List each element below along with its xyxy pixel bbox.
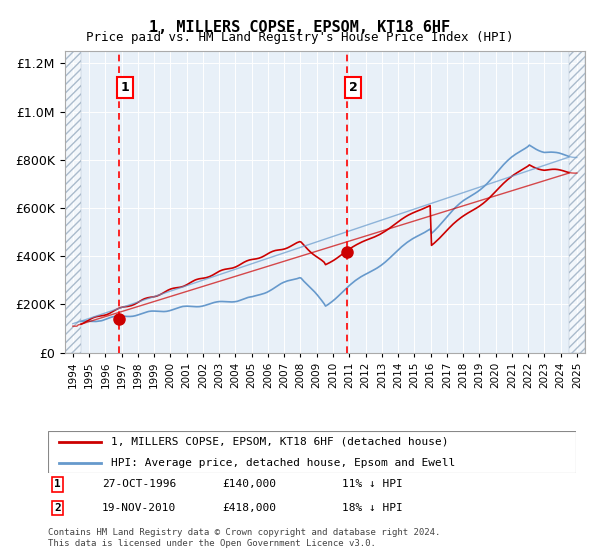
Text: £418,000: £418,000 [222, 503, 276, 513]
Text: Price paid vs. HM Land Registry's House Price Index (HPI): Price paid vs. HM Land Registry's House … [86, 31, 514, 44]
Text: 18% ↓ HPI: 18% ↓ HPI [342, 503, 403, 513]
Text: 11% ↓ HPI: 11% ↓ HPI [342, 479, 403, 489]
Text: 1, MILLERS COPSE, EPSOM, KT18 6HF: 1, MILLERS COPSE, EPSOM, KT18 6HF [149, 20, 451, 35]
Text: 2: 2 [349, 81, 358, 94]
Text: £140,000: £140,000 [222, 479, 276, 489]
Text: 1: 1 [121, 81, 129, 94]
Text: 19-NOV-2010: 19-NOV-2010 [102, 503, 176, 513]
Text: 1: 1 [54, 479, 61, 489]
Text: HPI: Average price, detached house, Epsom and Ewell: HPI: Average price, detached house, Epso… [112, 458, 455, 468]
Text: 1, MILLERS COPSE, EPSOM, KT18 6HF (detached house): 1, MILLERS COPSE, EPSOM, KT18 6HF (detac… [112, 437, 449, 447]
Text: 27-OCT-1996: 27-OCT-1996 [102, 479, 176, 489]
Text: Contains HM Land Registry data © Crown copyright and database right 2024.
This d: Contains HM Land Registry data © Crown c… [48, 528, 440, 548]
Bar [65, 52, 81, 353]
Text: 2: 2 [54, 503, 61, 513]
